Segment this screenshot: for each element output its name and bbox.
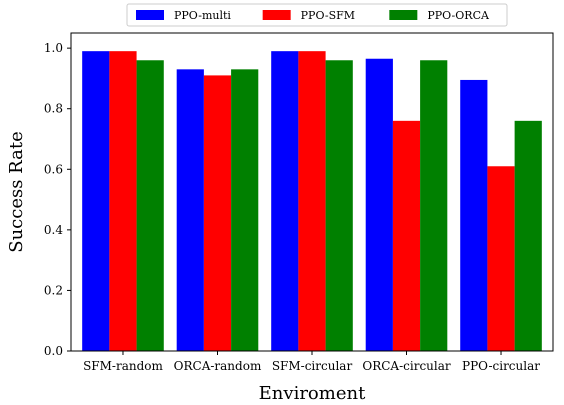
x-tick-label: ORCA-random	[174, 359, 262, 373]
bar-ppo-sfm-sfm-circular	[298, 51, 326, 352]
bar-ppo-sfm-orca-random	[203, 75, 232, 352]
bar-ppo-multi-sfm-circular	[271, 51, 299, 352]
bar-ppo-orca-sfm-circular	[325, 60, 353, 351]
x-tick-label: SFM-random	[83, 359, 163, 373]
y-tick-label: 0.6	[44, 162, 63, 176]
bar-ppo-orca-orca-circular	[420, 60, 448, 351]
bar-ppo-multi-orca-random	[176, 69, 204, 351]
bar-ppo-multi-ppo-circular	[460, 79, 488, 351]
bar-ppo-orca-sfm-random	[136, 60, 164, 351]
x-axis-label: Enviroment	[259, 383, 366, 404]
bar-ppo-sfm-sfm-random	[109, 51, 137, 352]
x-tick-label: ORCA-circular	[362, 359, 451, 373]
bar-ppo-sfm-orca-circular	[392, 120, 421, 351]
x-tick-label: SFM-circular	[272, 359, 353, 373]
legend-swatch-ppo-multi	[136, 10, 164, 20]
legend-label: PPO-ORCA	[427, 9, 490, 22]
x-axis: SFM-random ORCA-random SFM-circular ORCA-ci…	[83, 351, 540, 373]
bars	[82, 51, 542, 352]
y-tick-label: 0.4	[44, 223, 63, 237]
legend-swatch-ppo-orca	[389, 10, 418, 20]
legend: PPO-multi PPO-SFM PPO-ORCA	[126, 3, 508, 27]
legend-label: PPO-SFM	[301, 9, 355, 22]
y-tick-label: 0.0	[44, 344, 63, 358]
legend-box	[126, 3, 508, 27]
bar-ppo-multi-sfm-random	[82, 51, 110, 352]
bar-ppo-orca-ppo-circular	[514, 120, 542, 351]
bar-ppo-orca-orca-random	[231, 69, 259, 351]
y-axis: 0.0 0.2 0.4 0.6 0.8 1.0	[44, 41, 71, 358]
bar-ppo-sfm-ppo-circular	[487, 166, 515, 351]
y-tick-label: 0.8	[44, 102, 63, 116]
legend-label: PPO-multi	[174, 9, 231, 22]
x-tick-label: PPO-circular	[462, 359, 540, 373]
bar-ppo-multi-orca-circular	[365, 58, 393, 352]
y-axis-label: Success Rate	[6, 131, 27, 253]
legend-swatch-ppo-sfm	[262, 10, 291, 20]
y-tick-label: 1.0	[44, 41, 63, 55]
y-tick-label: 0.2	[44, 283, 63, 297]
